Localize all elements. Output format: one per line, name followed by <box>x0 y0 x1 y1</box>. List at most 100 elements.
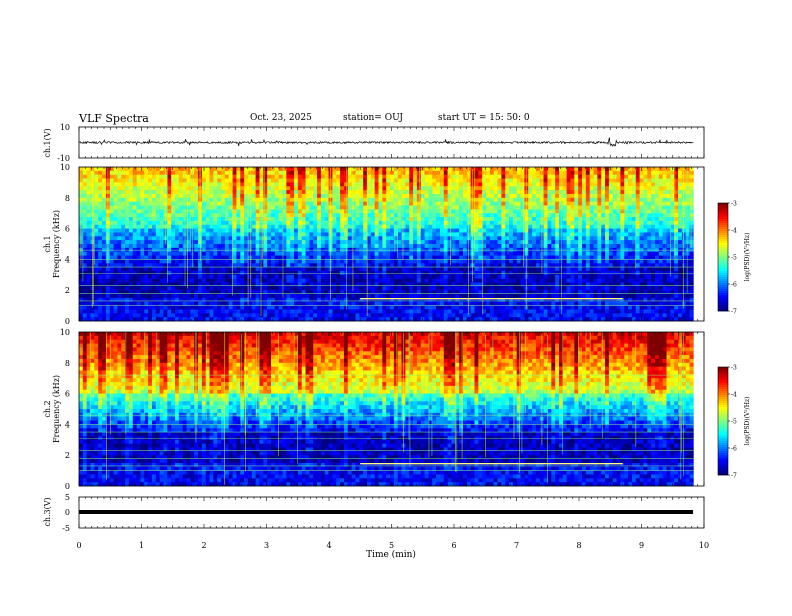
spectrogram-cell <box>306 279 310 283</box>
spectrogram-cell <box>536 202 540 206</box>
spectrogram-cell <box>240 175 244 179</box>
spectrogram-cell <box>225 240 229 244</box>
spectrogram-cell <box>87 225 91 229</box>
spectrogram-cell <box>444 275 448 279</box>
spectrogram-cell <box>309 267 313 271</box>
spectrogram-cell <box>513 175 517 179</box>
spectrogram-cell <box>455 256 459 260</box>
spectrogram-cell <box>425 167 429 171</box>
spectrogram-cell <box>417 283 421 287</box>
spectrogram-cell <box>133 229 137 233</box>
spectrogram-cell <box>163 313 167 317</box>
spectrogram-cell <box>221 229 225 233</box>
spectrogram-cell <box>302 198 306 202</box>
spectrogram-cell <box>156 244 160 248</box>
spectrogram-cell <box>309 225 313 229</box>
ch1-ytick-top: 10 <box>60 123 70 132</box>
spectrogram-cell <box>405 279 409 283</box>
spectrogram-cell <box>390 252 394 256</box>
spectrogram-cell <box>106 294 110 298</box>
spectrogram-cell <box>355 182 359 186</box>
spectrogram-cell <box>225 263 229 267</box>
spectrogram-cell <box>160 252 164 256</box>
spectrogram-cell <box>263 309 267 313</box>
spectrogram-cell <box>536 221 540 225</box>
spectrogram-cell <box>236 202 240 206</box>
spectrogram-cell <box>344 232 348 236</box>
spectrogram-cell <box>156 236 160 240</box>
spectrogram-cell <box>405 198 409 202</box>
spectrogram-cell <box>102 279 106 283</box>
spectrogram-cell <box>91 309 95 313</box>
spectrogram-cell <box>206 267 210 271</box>
spectrogram-cell <box>317 298 321 302</box>
spectrogram-cell <box>405 229 409 233</box>
spectrogram-cell <box>451 186 455 190</box>
spectrogram-cell <box>98 259 102 263</box>
spectrogram-cell <box>309 275 313 279</box>
spectrogram-cell <box>221 283 225 287</box>
spectrogram-cell <box>382 171 386 175</box>
spectrogram-cell <box>440 206 444 210</box>
spectrogram-cell <box>355 259 359 263</box>
spectrogram-cell <box>325 202 329 206</box>
spectrogram-cell <box>336 202 340 206</box>
spectrogram-cell <box>371 232 375 236</box>
spectrogram-cell <box>117 283 121 287</box>
spectrogram-cell <box>302 275 306 279</box>
spectrogram-cell <box>121 267 125 271</box>
spectrogram-cell <box>336 186 340 190</box>
spectrogram-cell <box>321 256 325 260</box>
spectrogram-cell <box>498 294 502 298</box>
spectrogram-cell <box>355 175 359 179</box>
spectrogram-cell <box>352 298 356 302</box>
spectrogram-cell <box>359 217 363 221</box>
spectrogram-cell <box>252 263 256 267</box>
spectrogram-cell <box>156 267 160 271</box>
spectrogram-cell <box>179 217 183 221</box>
spectrogram-cell <box>236 182 240 186</box>
spectrogram-cell <box>432 259 436 263</box>
spectrogram-cell <box>114 186 118 190</box>
spectrogram-cell <box>271 279 275 283</box>
spectrogram-cell <box>156 263 160 267</box>
spectrogram-cell <box>352 290 356 294</box>
spectrogram-cell <box>87 217 91 221</box>
spectrogram-cell <box>379 263 383 267</box>
spectrogram-cell <box>317 252 321 256</box>
spectrogram-cell <box>140 240 144 244</box>
spectrogram-cell <box>425 267 429 271</box>
spectrogram-cell <box>213 171 217 175</box>
spectrogram-cell <box>233 302 237 306</box>
spectrogram-cell <box>451 275 455 279</box>
spectrogram-cell <box>125 244 129 248</box>
spectrogram-cell <box>325 194 329 198</box>
spectrogram-cell <box>129 225 133 229</box>
spectrogram-cell <box>187 298 191 302</box>
spectrogram-cell <box>417 263 421 267</box>
spectrogram-cell <box>259 290 263 294</box>
spectrogram-cell <box>425 213 429 217</box>
spectrogram-cell <box>432 182 436 186</box>
spectrogram-cell <box>140 256 144 260</box>
spectrogram-cell <box>306 167 310 171</box>
spectrogram-cell <box>156 167 160 171</box>
spectrogram-cell <box>478 225 482 229</box>
spectrogram-cell <box>425 306 429 310</box>
spectrogram-cell <box>160 232 164 236</box>
spectrogram-cell <box>413 179 417 183</box>
spectrogram-cell <box>213 275 217 279</box>
spectrogram-cell <box>448 256 452 260</box>
spectrogram-cell <box>513 217 517 221</box>
spectrogram-cell <box>140 279 144 283</box>
spectrogram-cell <box>379 290 383 294</box>
spectrogram-cell <box>390 279 394 283</box>
spectrogram-cell <box>436 182 440 186</box>
spectrogram-cell <box>225 217 229 221</box>
spectrogram-cell <box>440 252 444 256</box>
spectrogram-cell <box>121 252 125 256</box>
spectrogram-cell <box>98 182 102 186</box>
spectrogram-cell <box>279 217 283 221</box>
spectrogram-cell <box>83 286 87 290</box>
spectrogram-cell <box>359 259 363 263</box>
